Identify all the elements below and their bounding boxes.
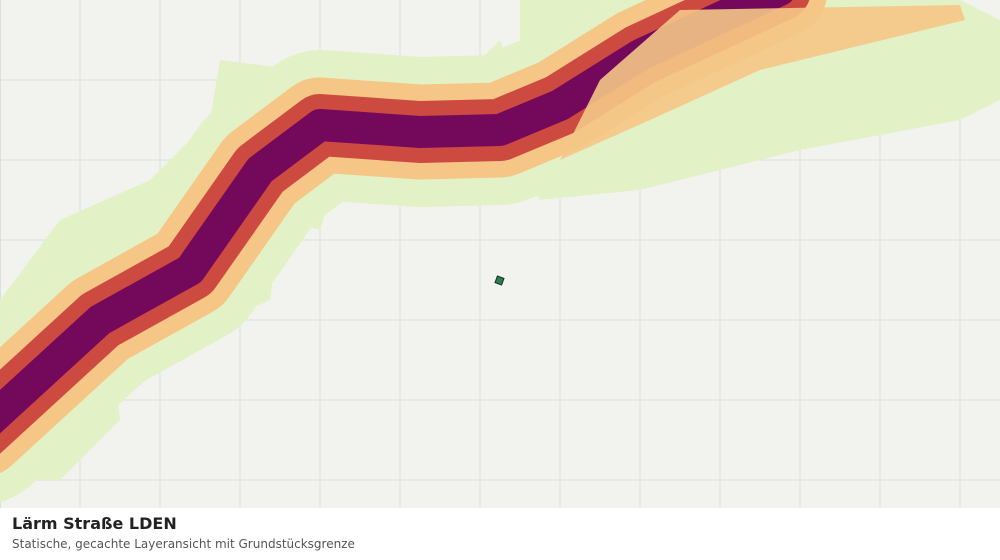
legend-subtitle: Statische, gecachte Layeransicht mit Gru… bbox=[12, 537, 355, 551]
noise-zone-medium bbox=[560, 5, 965, 160]
noise-map bbox=[0, 0, 1000, 508]
parcel-marker[interactable] bbox=[494, 275, 505, 286]
legend-footer: Lärm Straße LDEN Statische, gecachte Lay… bbox=[0, 508, 1000, 560]
legend-title: Lärm Straße LDEN bbox=[12, 514, 177, 533]
